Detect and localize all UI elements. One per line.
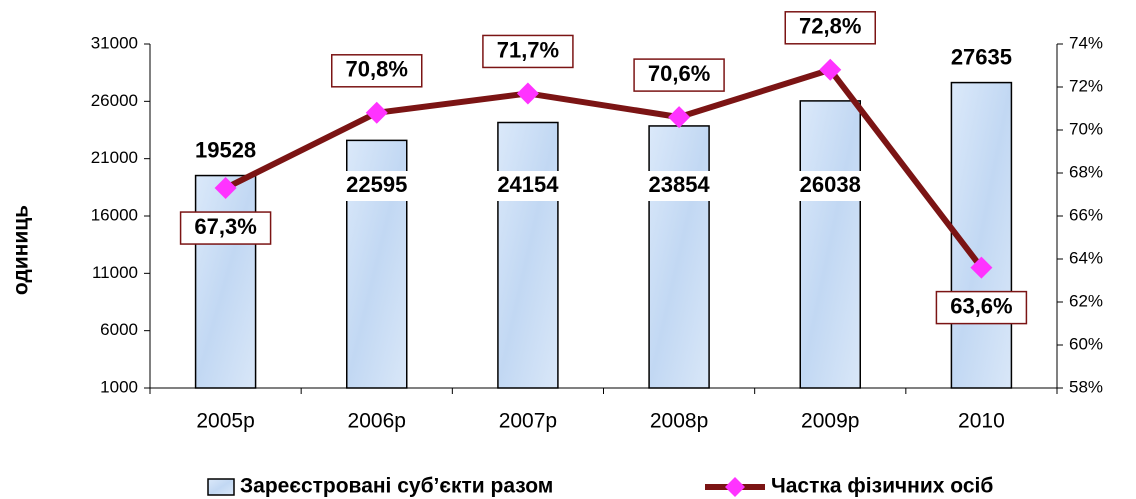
line-label-box bbox=[179, 211, 272, 245]
y2-tick-label: 72% bbox=[1069, 76, 1103, 95]
y-tick-label: 16000 bbox=[91, 205, 138, 224]
y-tick-label: 11000 bbox=[92, 263, 138, 282]
line-value-label: 70,8% bbox=[346, 57, 408, 82]
x-tick-label: 2007р bbox=[499, 410, 557, 433]
x-tick-label: 2010 bbox=[958, 410, 1005, 433]
legend-label: Частка фізичних осіб bbox=[771, 475, 993, 498]
marker bbox=[365, 101, 388, 124]
y2-tick-label: 60% bbox=[1069, 334, 1103, 353]
marker bbox=[516, 82, 539, 105]
y2-tick-label: 70% bbox=[1069, 119, 1103, 138]
x-tick-label: 2009р bbox=[801, 410, 859, 433]
bar bbox=[799, 100, 861, 389]
bar-value-label: 23854 bbox=[648, 172, 710, 197]
line-label-box bbox=[784, 11, 876, 45]
bar-label-bg bbox=[782, 171, 879, 201]
x-tick-label: 2005р bbox=[196, 410, 254, 433]
line-label-box bbox=[482, 34, 574, 69]
line-value-label: 71,7% bbox=[497, 37, 559, 62]
y-axis-label: одиниць bbox=[10, 205, 33, 295]
bar-label-bg bbox=[328, 171, 425, 201]
x-tick-label: 2006р bbox=[348, 410, 406, 433]
bar-value-label: 22595 bbox=[346, 172, 407, 197]
bar bbox=[497, 121, 559, 389]
y-tick-label: 31000 bbox=[91, 33, 138, 52]
bar bbox=[648, 125, 710, 389]
bar-value-label: 27635 bbox=[951, 44, 1012, 69]
y-tick-label: 21000 bbox=[91, 148, 138, 167]
marker bbox=[668, 106, 691, 129]
line-label-box bbox=[331, 54, 423, 88]
y2-tick-label: 74% bbox=[1069, 33, 1103, 52]
y2-tick-label: 58% bbox=[1069, 377, 1103, 396]
line-label-box bbox=[935, 290, 1028, 325]
x-tick-label: 2008р bbox=[650, 410, 708, 433]
bar-value-label: 19528 bbox=[195, 137, 256, 162]
line-value-label: 72,8% bbox=[799, 14, 861, 39]
line-value-label: 70,6% bbox=[648, 61, 710, 86]
bar bbox=[950, 81, 1013, 389]
bar-label-bg bbox=[479, 171, 576, 201]
bar-value-label: 26038 bbox=[800, 172, 861, 197]
y2-tick-label: 68% bbox=[1069, 162, 1103, 181]
bar-label-bg bbox=[631, 171, 728, 201]
line bbox=[224, 66, 984, 270]
marker bbox=[819, 58, 842, 81]
legend-marker bbox=[725, 477, 745, 497]
line-label-box bbox=[633, 58, 725, 92]
y2-tick-label: 66% bbox=[1069, 205, 1103, 224]
y-tick-label: 26000 bbox=[91, 91, 138, 110]
y2-tick-label: 64% bbox=[1069, 248, 1103, 267]
y2-tick-label: 62% bbox=[1069, 291, 1103, 310]
legend-label: Зареєстровані суб’єкти разом bbox=[240, 475, 553, 498]
y-tick-label: 1000 bbox=[100, 377, 138, 396]
line-value-label: 63,6% bbox=[950, 293, 1012, 318]
marker bbox=[214, 177, 237, 200]
bar-value-label: 24154 bbox=[497, 172, 559, 197]
marker bbox=[970, 256, 993, 279]
line-value-label: 67,3% bbox=[194, 214, 256, 239]
bar bbox=[194, 174, 257, 389]
y-tick-label: 6000 bbox=[100, 320, 138, 339]
legend-swatch bbox=[207, 478, 235, 496]
